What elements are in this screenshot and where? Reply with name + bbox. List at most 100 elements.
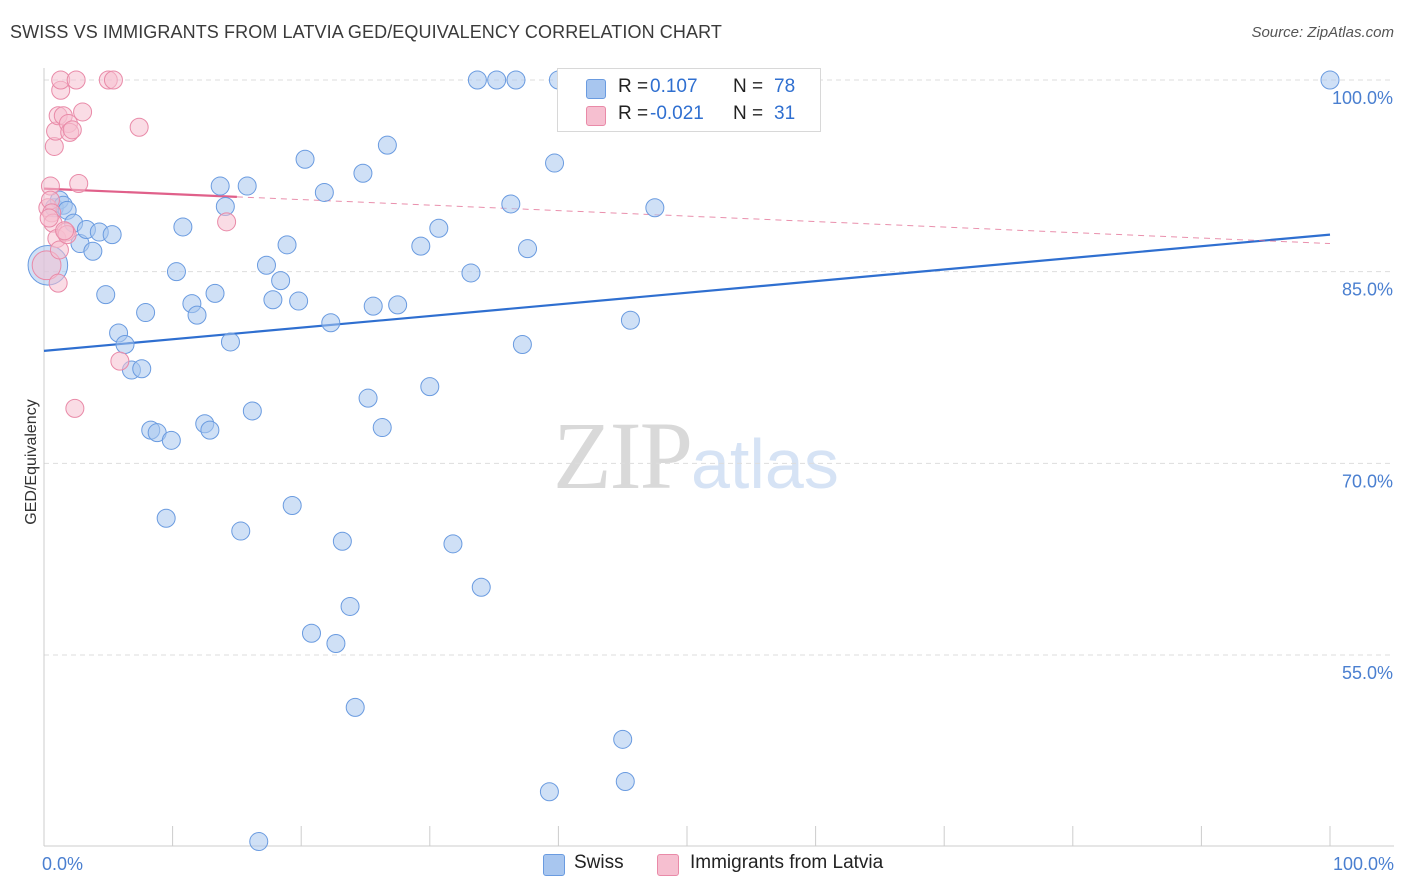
swiss-point: [353, 163, 373, 183]
y-axis-label: GED/Equivalency: [23, 399, 40, 524]
latvia-swatch: [586, 106, 606, 126]
swiss-point: [173, 217, 193, 237]
swiss-point: [340, 596, 360, 616]
swiss-point: [210, 176, 230, 196]
swiss-point: [471, 577, 491, 597]
latvia-n-value: 31: [774, 103, 796, 124]
latvia-trend-line-dashed: [236, 196, 1331, 245]
swiss-point: [289, 291, 309, 311]
swiss-point: [512, 335, 532, 354]
swiss-point: [231, 521, 251, 541]
swiss-point: [156, 508, 176, 528]
swiss-point: [332, 531, 352, 551]
latvia-point: [39, 208, 59, 228]
latvia-point: [66, 70, 86, 90]
swiss-n-value: 78: [774, 76, 796, 97]
latvia-points: [31, 70, 237, 418]
swiss-point: [220, 332, 240, 352]
swiss-point: [461, 263, 481, 283]
legend-row-swiss: R = 0.107 N = 78: [558, 74, 820, 100]
swiss-point: [615, 772, 635, 791]
latvia-point: [31, 250, 62, 281]
swiss-point: [501, 194, 521, 214]
swiss-trend-line: [43, 233, 1331, 352]
swiss-point: [132, 359, 152, 379]
latvia-point: [49, 240, 69, 260]
swiss-point: [429, 218, 449, 238]
swiss-point: [539, 782, 559, 802]
watermark-atlas: atlas: [691, 425, 839, 503]
swiss-point: [83, 241, 103, 261]
latvia-point: [103, 70, 123, 90]
swiss-point: [256, 255, 276, 275]
correlation-legend: R = 0.107 N = 78 R = -0.021 N = 31: [557, 68, 821, 132]
y-tick-label: 100.0%: [1332, 88, 1393, 108]
latvia-point: [65, 398, 85, 418]
y-tick-labels: 100.0% 85.0% 70.0% 55.0%: [1332, 88, 1393, 683]
swiss-point: [321, 313, 341, 333]
x-tick-label: 100.0%: [1333, 854, 1394, 874]
swiss-point: [166, 262, 186, 282]
swiss-point: [102, 225, 122, 245]
trend-lines: [43, 187, 1331, 352]
swiss-point: [249, 832, 269, 852]
swiss-point: [388, 295, 408, 315]
latvia-r-value: -0.021: [650, 103, 704, 124]
swiss-point: [263, 290, 283, 310]
swiss-point: [242, 401, 262, 421]
swiss-point: [326, 634, 346, 653]
latvia-point: [55, 221, 75, 241]
swiss-point: [96, 285, 116, 305]
swiss-point: [136, 303, 156, 323]
legend-row-latvia: R = -0.021 N = 31: [558, 101, 820, 127]
latvia-point: [110, 351, 130, 371]
swiss-point: [487, 70, 507, 90]
swiss-point: [1320, 70, 1340, 90]
latvia-point: [73, 102, 93, 122]
swiss-n-label: N =: [733, 76, 764, 97]
y-tick-label: 85.0%: [1342, 280, 1393, 300]
swiss-point: [420, 377, 440, 397]
x-tick-label: 0.0%: [42, 854, 83, 874]
legend-swiss-label: Swiss: [574, 852, 624, 873]
swiss-r-value: 0.107: [650, 76, 698, 97]
latvia-n-label: N =: [733, 103, 764, 124]
swiss-points: [27, 70, 1340, 852]
swiss-point: [613, 729, 633, 749]
swiss-point: [372, 418, 392, 438]
grid-lines: [44, 79, 1390, 656]
legend-latvia-swatch: [657, 854, 679, 876]
latvia-point: [217, 212, 237, 232]
swiss-point: [620, 310, 640, 330]
swiss-point: [205, 283, 225, 303]
swiss-point: [301, 623, 321, 643]
swiss-point: [282, 496, 302, 515]
y-tick-label: 55.0%: [1342, 663, 1393, 683]
latvia-r-label: R =: [618, 103, 649, 124]
latvia-point: [129, 117, 149, 137]
swiss-point: [363, 296, 383, 316]
swiss-point: [271, 271, 291, 291]
source-label: Source: ZipAtlas.com: [1251, 24, 1394, 41]
swiss-point: [377, 135, 397, 155]
swiss-r-label: R =: [618, 76, 649, 97]
x-tick-labels: 0.0% 100.0%: [42, 854, 1394, 874]
swiss-point: [467, 70, 487, 90]
legend-swiss-swatch: [543, 854, 565, 876]
swiss-point: [506, 70, 526, 90]
swiss-point: [645, 198, 665, 218]
y-tick-label: 70.0%: [1342, 471, 1393, 491]
latvia-point: [69, 174, 89, 193]
swiss-point: [443, 534, 463, 554]
swiss-point: [115, 335, 135, 354]
swiss-point: [314, 182, 334, 202]
swiss-point: [545, 153, 565, 173]
swiss-point: [345, 697, 365, 717]
swiss-point: [295, 149, 315, 169]
swiss-point: [161, 430, 181, 450]
swiss-point: [518, 239, 538, 259]
swiss-point: [187, 305, 207, 325]
swiss-point: [200, 420, 220, 440]
swiss-point: [237, 176, 257, 196]
